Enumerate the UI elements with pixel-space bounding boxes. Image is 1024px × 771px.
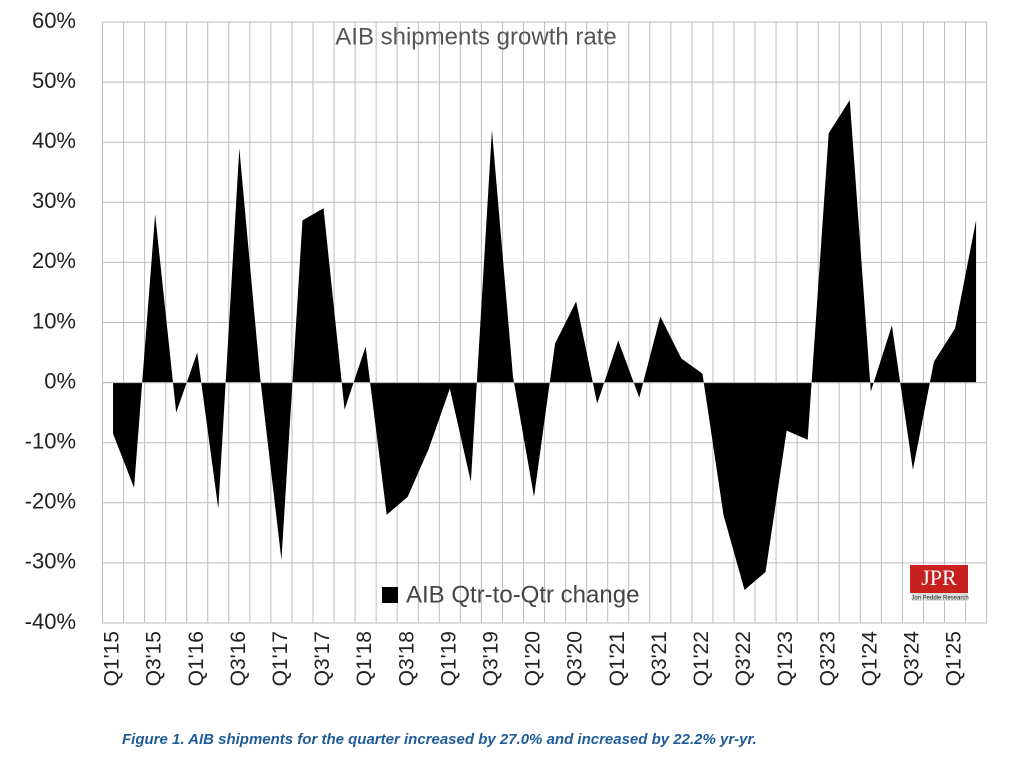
legend-swatch bbox=[382, 587, 398, 603]
logo-text: JPR bbox=[921, 565, 957, 590]
x-tick-label: Q3'16 bbox=[227, 631, 250, 686]
x-tick-label: Q3'23 bbox=[816, 631, 839, 686]
area bbox=[113, 100, 977, 590]
chart-title: AIB shipments growth rate bbox=[335, 23, 616, 50]
logo-subtitle: Jon Peddie Research bbox=[911, 596, 968, 602]
x-tick-label: Q1'19 bbox=[437, 631, 460, 686]
x-tick-label: Q1'22 bbox=[690, 631, 713, 686]
x-tick-label: Q1'16 bbox=[185, 631, 208, 686]
x-tick-label: Q1'25 bbox=[943, 631, 966, 686]
x-tick-label: Q3'17 bbox=[311, 631, 334, 686]
x-tick-label: Q3'18 bbox=[395, 631, 418, 686]
x-tick-label: Q1'20 bbox=[522, 631, 545, 686]
y-tick-label: -20% bbox=[25, 489, 76, 514]
x-tick-label: Q3'22 bbox=[732, 631, 755, 686]
plot bbox=[102, 100, 987, 590]
y-tick-label: 50% bbox=[32, 68, 76, 93]
x-tick-label: Q3'20 bbox=[564, 631, 587, 686]
x-tick-label: Q1'24 bbox=[858, 631, 881, 687]
x-tick-label: Q1'21 bbox=[606, 631, 629, 686]
logo-box bbox=[910, 565, 968, 593]
y-tick-label: 0% bbox=[44, 368, 76, 393]
y-tick-label: 10% bbox=[32, 308, 76, 333]
y-tick-label: 20% bbox=[32, 248, 76, 273]
legend-label: AIB Qtr-to-Qtr change bbox=[406, 581, 639, 608]
y-tick-label: 40% bbox=[32, 128, 76, 153]
x-tick-label: Q1'23 bbox=[774, 631, 797, 686]
caption: Figure 1. AIB shipments for the quarter … bbox=[122, 731, 757, 748]
logo-band bbox=[912, 593, 968, 601]
x-tick-label: Q3'19 bbox=[479, 631, 502, 686]
y-tick-label: -10% bbox=[25, 429, 76, 454]
y-tick-label: -30% bbox=[25, 549, 76, 574]
x-tick-label: Q1'15 bbox=[101, 631, 124, 686]
x-tick-label: Q1'17 bbox=[269, 631, 292, 686]
x-tick-label: Q3'21 bbox=[648, 631, 671, 686]
x-tick-label: Q3'24 bbox=[900, 631, 923, 687]
y-tick-label: -40% bbox=[25, 609, 76, 634]
y-tick-label: 60% bbox=[32, 8, 76, 33]
x-tick-label: Q1'18 bbox=[353, 631, 376, 686]
y-tick-label: 30% bbox=[32, 188, 76, 213]
x-tick-label: Q3'15 bbox=[143, 631, 166, 686]
